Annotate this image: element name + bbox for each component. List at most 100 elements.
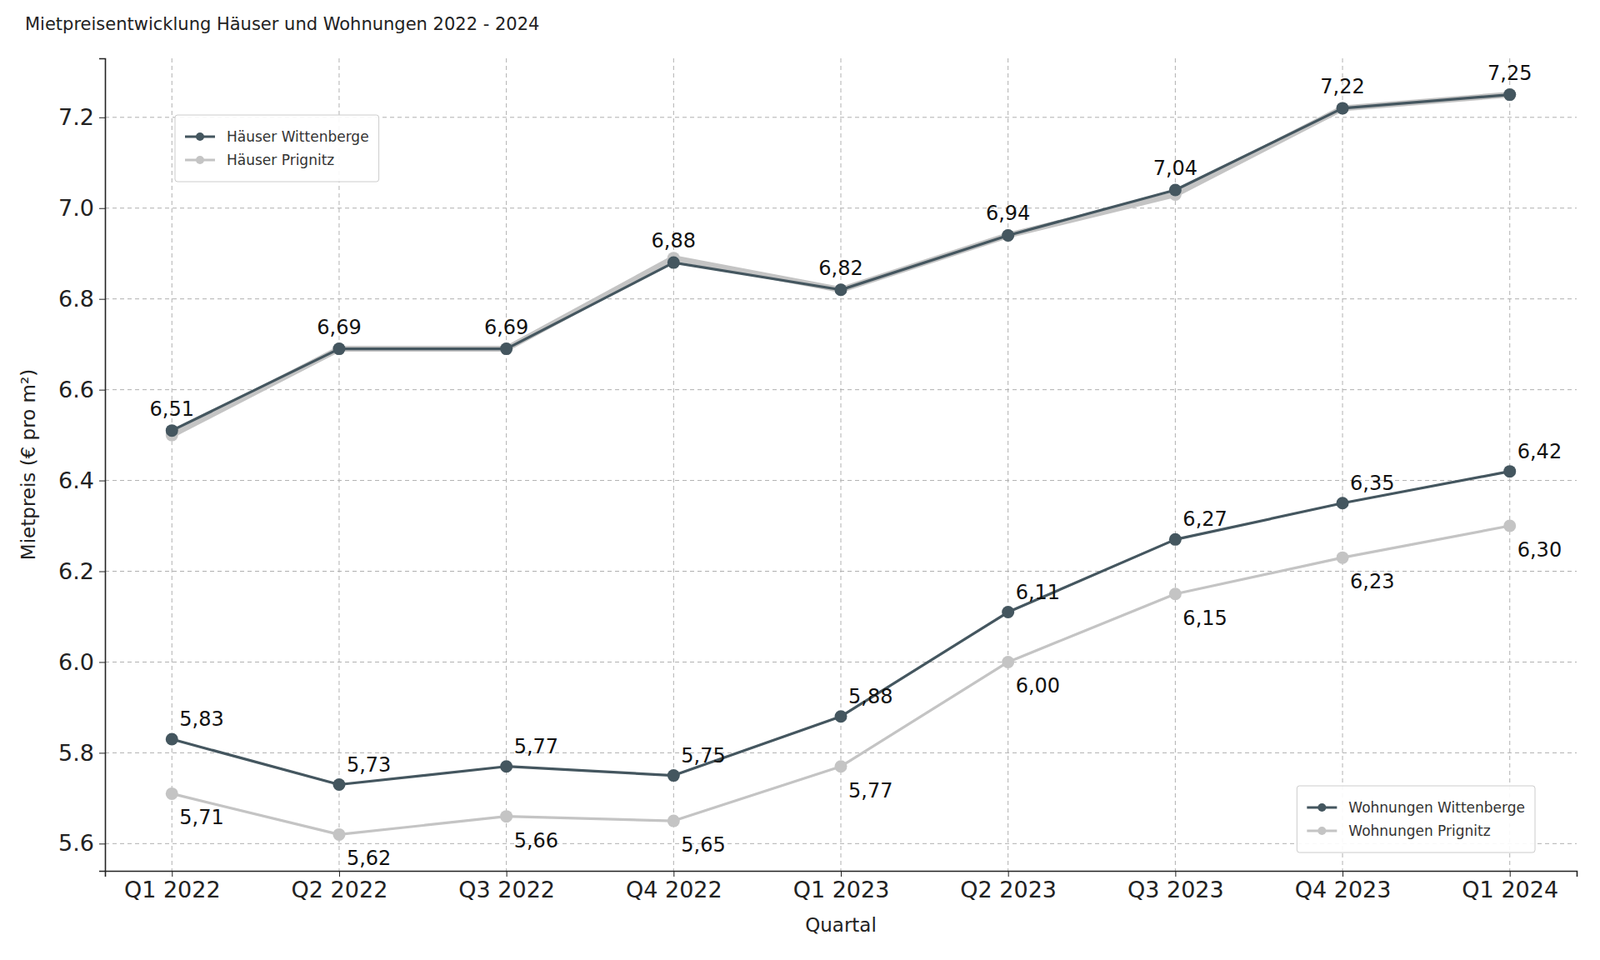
data-label: 7,25 <box>1487 61 1532 85</box>
series-point <box>1336 496 1350 510</box>
data-label: 6,69 <box>316 315 361 340</box>
y-tick-label: 6.0 <box>58 649 95 675</box>
series-point <box>1169 587 1182 600</box>
y-tick-mark <box>99 843 105 845</box>
legend-label: Häuser Prignitz <box>226 151 335 169</box>
y-tick-label: 5.6 <box>58 830 95 856</box>
y-tick-label: 5.8 <box>58 740 95 766</box>
y-tick-mark <box>99 480 105 482</box>
data-label: 6,23 <box>1350 570 1395 594</box>
x-tick-label: Q1 2022 <box>124 876 221 903</box>
series-point <box>165 424 179 437</box>
y-tick: 6.2 <box>58 558 105 585</box>
y-tick-label: 6.4 <box>58 467 95 494</box>
y-tick-label: 7.2 <box>58 104 95 130</box>
series-point <box>165 733 179 746</box>
grid-line <box>1175 58 1176 871</box>
data-label: 7,22 <box>1320 75 1365 99</box>
x-tick-label: Q1 2024 <box>1461 876 1559 903</box>
grid-line <box>840 58 842 871</box>
data-labels: 6,516,696,696,886,826,947,047,227,255,83… <box>150 61 1563 871</box>
data-label: 5,88 <box>848 685 893 709</box>
y-tick-mark <box>99 117 105 119</box>
grid-line <box>1509 58 1510 871</box>
series-point <box>1503 465 1516 478</box>
legend: Wohnungen Wittenberge Wohnungen Prignitz <box>1296 785 1535 853</box>
series-point <box>500 342 513 355</box>
series-group <box>165 88 1516 841</box>
grid-line <box>673 58 675 871</box>
x-tick: Q3 2023 <box>1127 870 1225 903</box>
y-tick: 6.8 <box>58 285 105 312</box>
y-tick-mark <box>99 299 105 300</box>
x-tick-mark <box>840 870 842 877</box>
y-tick-mark <box>99 571 105 573</box>
series-point <box>1001 605 1015 619</box>
data-label: 6,11 <box>1015 580 1060 605</box>
grid-line <box>105 752 1577 754</box>
series-point <box>1001 229 1015 242</box>
series-point <box>667 769 680 782</box>
series-point <box>500 342 513 355</box>
x-tick: Q2 2023 <box>960 870 1057 903</box>
legend-box <box>1296 785 1535 853</box>
x-tick-mark <box>1175 870 1176 877</box>
data-label: 5,77 <box>514 735 559 759</box>
series-point <box>332 342 345 355</box>
series-point <box>1001 655 1015 669</box>
y-tick-label: 6.6 <box>58 376 95 403</box>
y-tick: 6.0 <box>58 649 105 675</box>
grid <box>105 58 1577 871</box>
series-line <box>171 95 1510 436</box>
x-tick-label: Q4 2023 <box>1295 876 1392 903</box>
legend-item: Häuser Wittenberge <box>185 128 370 145</box>
chart: Mietpreisentwicklung Häuser und Wohnunge… <box>0 0 1600 960</box>
series-point <box>1503 88 1516 101</box>
x-tick-label: Q1 2023 <box>793 876 890 903</box>
series-line <box>171 471 1510 785</box>
data-label: 6,88 <box>651 229 696 253</box>
data-label: 6,15 <box>1182 606 1227 630</box>
y-tick-label: 6.8 <box>58 285 95 312</box>
data-label: 5,77 <box>848 779 893 803</box>
y-axis-line <box>99 59 106 872</box>
x-axis-line <box>105 871 1578 878</box>
legend-marker <box>1317 826 1326 835</box>
x-tick: Q3 2022 <box>458 870 555 903</box>
x-tick: Q4 2022 <box>625 870 723 903</box>
series-point <box>332 778 345 791</box>
series-point <box>500 760 513 773</box>
series-point <box>332 342 345 355</box>
grid-line <box>505 58 507 871</box>
series-point <box>1336 551 1350 565</box>
x-axis-title: Quartal <box>805 914 877 936</box>
legend: Häuser Wittenberge Häuser Prignitz <box>175 115 380 182</box>
x-tick-mark <box>1008 870 1010 877</box>
data-label: 6,00 <box>1015 674 1060 698</box>
series-point <box>1336 101 1350 115</box>
series-line <box>171 95 1510 431</box>
x-tick-mark <box>1342 870 1344 877</box>
series-point <box>835 283 848 296</box>
series-point <box>667 815 680 828</box>
data-label: 6,94 <box>985 201 1030 225</box>
data-label: 6,42 <box>1517 440 1562 464</box>
series-point <box>835 283 848 296</box>
series-point <box>1169 533 1182 546</box>
series-point <box>667 256 680 270</box>
x-tick: Q1 2022 <box>124 870 221 903</box>
y-tick: 7.2 <box>58 104 105 130</box>
legend-marker <box>1317 803 1326 812</box>
grid-line <box>1007 58 1009 871</box>
y-tick-mark <box>99 390 105 391</box>
legend-item: Wohnungen Wittenberge <box>1306 799 1525 816</box>
data-label: 5,66 <box>514 829 559 853</box>
legend-marker <box>195 155 205 165</box>
legend-item: Wohnungen Prignitz <box>1306 822 1490 840</box>
chart-title: Mietpreisentwicklung Häuser und Wohnunge… <box>25 14 540 35</box>
legend-marker <box>195 132 205 141</box>
series-point <box>1169 183 1182 196</box>
y-axis: 5.65.86.06.26.46.66.87.07.2 <box>58 59 105 872</box>
x-tick-label: Q2 2023 <box>960 876 1057 903</box>
legend-label: Wohnungen Wittenberge <box>1348 799 1525 816</box>
